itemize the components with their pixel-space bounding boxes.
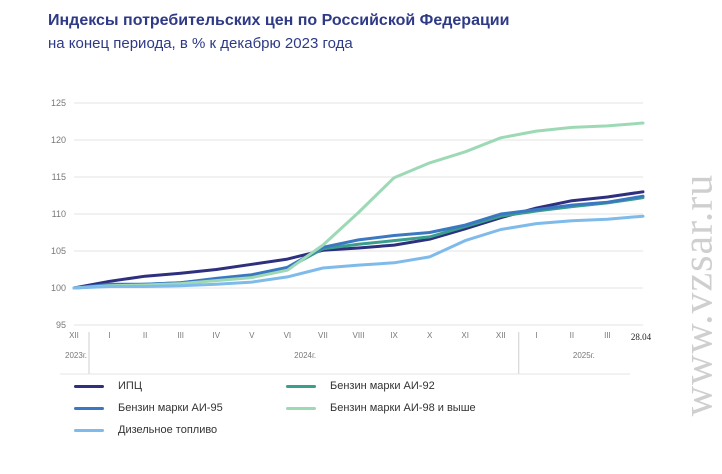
y-tick-label: 110 (52, 209, 66, 219)
x-tick-label: III (177, 331, 184, 340)
legend-swatch (286, 406, 316, 410)
legend-item-ai95: Бензин марки АИ-95 (74, 402, 223, 414)
y-tick-label: 95 (56, 320, 66, 330)
legend-label: ИПЦ (118, 380, 142, 392)
x-tick-label: VII (318, 331, 328, 340)
x-tick-label: V (249, 331, 255, 340)
series-line (72, 190, 645, 290)
x-tick-label: IX (390, 331, 398, 340)
legend-swatch (74, 384, 104, 388)
year-label: 2025г. (573, 351, 595, 360)
x-tick-label: I (108, 331, 110, 340)
x-tick-label: XII (496, 331, 506, 340)
y-tick-label: 115 (52, 172, 66, 182)
chart-title: Индексы потребительских цен по Российско… (48, 12, 510, 29)
x-tick-label: II (570, 331, 574, 340)
y-tick-label: 120 (51, 135, 66, 145)
series-line (72, 214, 645, 290)
y-tick-label: 105 (51, 246, 66, 256)
x-tick-label: II (143, 331, 147, 340)
x-tick-label: IV (212, 331, 220, 340)
legend-label: Бензин марки АИ-95 (118, 402, 223, 414)
x-tick-label: XI (461, 331, 469, 340)
y-tick-label: 125 (51, 98, 66, 108)
x-tick-label: X (427, 331, 433, 340)
series-line (72, 121, 645, 290)
x-tick-label: 28.04 (631, 332, 652, 342)
y-tick-label: 100 (51, 283, 66, 293)
x-tick-label: VI (284, 331, 292, 340)
legend-swatch (286, 384, 316, 388)
legend-item-diesel: Дизельное топливо (74, 424, 217, 436)
legend-item-cpi: ИПЦ (74, 380, 142, 392)
chart-legend: ИПЦ Бензин марки АИ-92 Бензин марки АИ-9… (74, 380, 554, 440)
watermark: www.vzsar.ru (675, 130, 721, 460)
x-tick-label: VIII (352, 331, 364, 340)
watermark-text: www.vzsar.ru (675, 173, 721, 417)
legend-swatch (74, 428, 104, 432)
x-tick-label: I (535, 331, 537, 340)
legend-label: Бензин марки АИ-98 и выше (330, 402, 476, 414)
x-tick-label: XII (69, 331, 79, 340)
x-tick-label: III (604, 331, 611, 340)
legend-swatch (74, 406, 104, 410)
year-label: 2023г. (65, 351, 87, 360)
legend-item-ai98: Бензин марки АИ-98 и выше (286, 402, 476, 414)
legend-label: Бензин марки АИ-92 (330, 380, 435, 392)
year-label: 2024г. (294, 351, 316, 360)
chart-subtitle: на конец периода, в % к декабрю 2023 год… (48, 35, 353, 52)
legend-item-ai92: Бензин марки АИ-92 (286, 380, 435, 392)
legend-label: Дизельное топливо (118, 424, 218, 436)
